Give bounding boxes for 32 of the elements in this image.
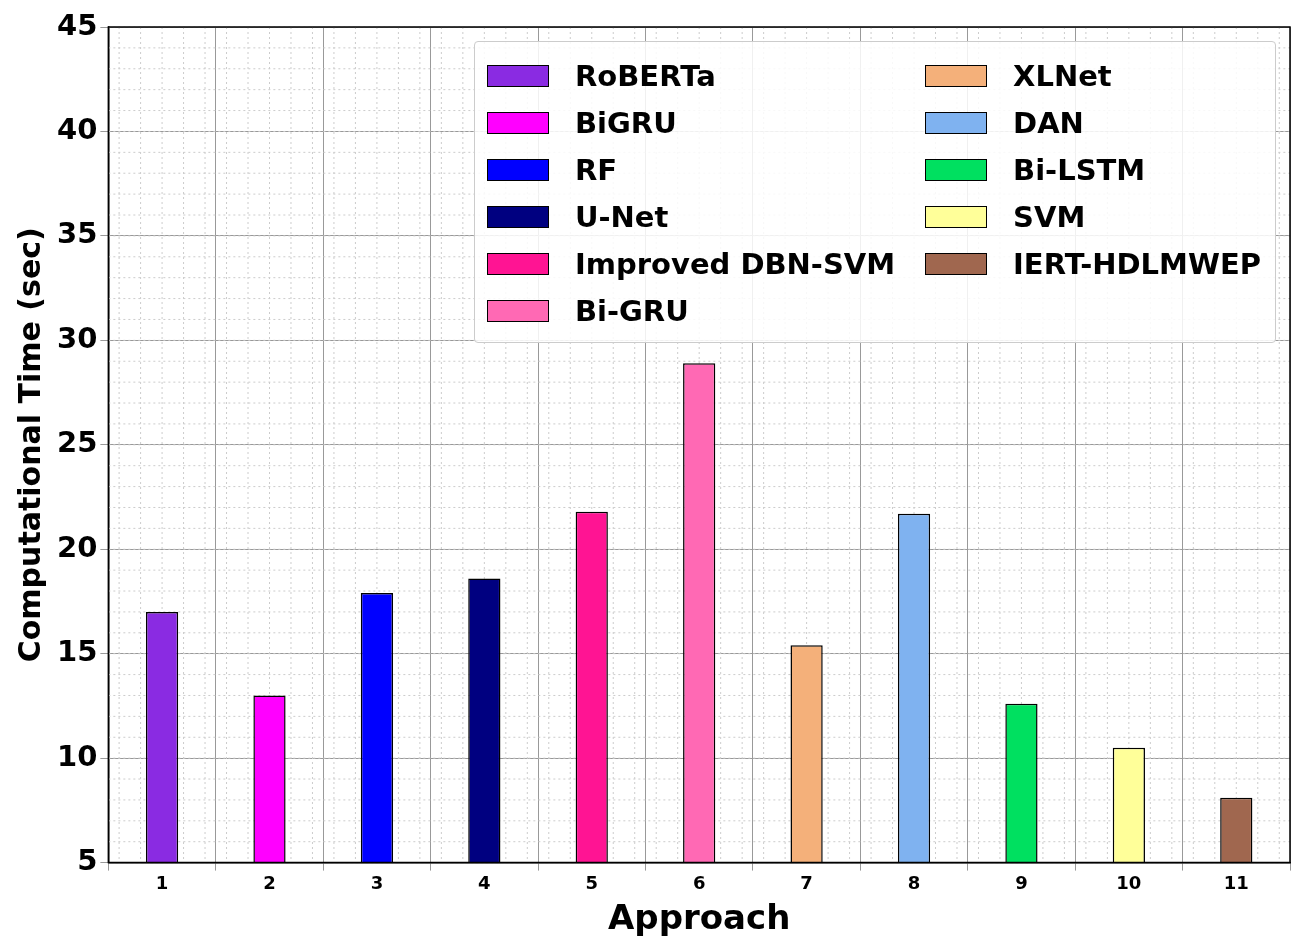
y-axis-title: Computational Time (sec) [11,227,47,663]
x-tick-label: 3 [370,872,384,894]
legend-label: SVM [1013,199,1086,234]
y-tick-label: 35 [57,216,98,251]
legend-label: BiGRU [574,105,677,140]
x-tick-label: 2 [263,872,276,894]
x-tick-label: 6 [692,872,706,894]
y-tick-label: 15 [57,634,98,669]
x-tick-label: 11 [1223,872,1249,894]
y-tick-label: 45 [57,7,98,42]
legend-label: RF [574,152,618,187]
x-tick-label: 4 [478,872,491,894]
x-tick-label: 1 [155,872,169,894]
x-tick-label: 7 [800,872,813,894]
legend-label: Bi-LSTM [1013,152,1146,187]
y-tick-label: 40 [57,111,98,146]
y-tick-label: 20 [57,529,98,564]
x-tick-label: 10 [1116,872,1142,894]
legend-label: Improved DBN-SVM [574,246,896,281]
y-tick-label: 10 [57,738,98,773]
x-tick-label: 9 [1015,872,1028,894]
legend-label: U-Net [574,199,669,234]
x-tick-label: 8 [907,872,921,894]
legend-label: XLNet [1013,58,1112,93]
x-tick-label: 5 [585,872,599,894]
legend-label: DAN [1013,105,1084,140]
x-axis-title: Approach [607,897,791,938]
legend-label: Bi-GRU [574,293,689,328]
y-tick-label: 30 [57,320,98,355]
legend-label: IERT-HDLMWEP [1013,246,1261,281]
legend-label: RoBERTa [574,58,716,93]
y-tick-label: 25 [57,425,98,460]
